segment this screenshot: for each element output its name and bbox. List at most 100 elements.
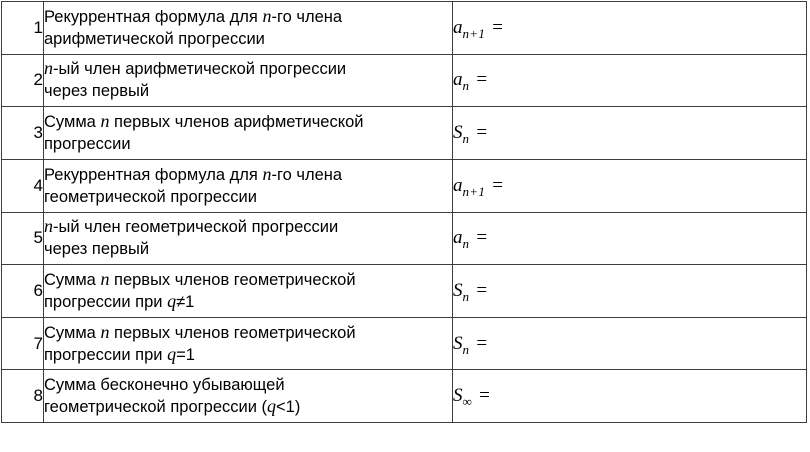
equals-sign: = xyxy=(476,332,488,354)
description-line: n-ый член арифметической прогрессии xyxy=(44,58,452,80)
math-variable: q xyxy=(167,343,177,364)
row-number: 1 xyxy=(1,1,44,55)
description-line: арифметической прогрессии xyxy=(45,28,452,50)
formula-subscript: n xyxy=(462,130,470,146)
formula-variable: S xyxy=(453,332,463,354)
table-row: 5 n-ый член геометрической прогрессии чере… xyxy=(1,211,807,266)
description-line: геометрической прогрессии xyxy=(44,186,452,208)
row-number: 4 xyxy=(1,158,44,213)
formula-cell: Sn = xyxy=(452,106,807,160)
formula-cell: S∞ = xyxy=(452,369,807,424)
formula-subscript: ∞ xyxy=(462,394,473,410)
description-line: Сумма n первых членов геометрической xyxy=(44,321,452,344)
row-number: 8 xyxy=(1,369,44,424)
description-line: прогрессии при q=1 xyxy=(44,343,452,366)
text-segment: геометрической прогрессии ( xyxy=(44,398,268,417)
table-row: 4 Рекуррентная формула для n-го члена геом… xyxy=(1,158,807,213)
text-segment: первых членов геометрической xyxy=(109,271,356,290)
row-number: 6 xyxy=(1,264,44,318)
formula-variable: a xyxy=(453,227,463,249)
text-segment: ≠1 xyxy=(176,293,195,312)
math-variable: n xyxy=(44,58,54,79)
text-segment: Сумма xyxy=(44,113,101,132)
equals-sign: = xyxy=(476,69,488,91)
math-variable: q xyxy=(167,291,177,312)
math-variable: n xyxy=(262,163,272,184)
description-line: прогрессии при q≠1 xyxy=(44,291,452,313)
description-line: Сумма n первых членов арифметической xyxy=(44,111,452,133)
formula-subscript: n xyxy=(462,78,470,94)
description-line: Рекуррентная формула для n-го члена xyxy=(44,5,452,28)
description-line: прогрессии xyxy=(44,133,452,155)
text-segment: прогрессии при xyxy=(44,345,168,364)
formula-subscript: n xyxy=(462,288,470,304)
formula-cell: an = xyxy=(452,211,807,266)
equals-sign: = xyxy=(476,122,488,144)
table-row: 1 Рекуррентная формула для n-го члена ариф… xyxy=(1,1,807,55)
description-line: n-ый член геометрической прогрессии xyxy=(44,216,452,238)
row-number: 3 xyxy=(1,106,44,160)
math-variable: q xyxy=(267,396,277,417)
row-number: 7 xyxy=(1,316,44,371)
formula-cell: an+1 = xyxy=(452,1,807,55)
table-row: 8 Сумма бесконечно убывающей геометрическо… xyxy=(1,369,807,424)
math-variable: n xyxy=(262,5,272,26)
description-cell: Сумма n первых членов арифметической прог… xyxy=(43,106,453,160)
equals-sign: = xyxy=(492,16,503,38)
row-number: 5 xyxy=(1,211,44,266)
text-segment: -го члена xyxy=(271,165,343,184)
text-segment: <1) xyxy=(276,398,301,417)
text-segment: Сумма xyxy=(44,271,101,290)
formula-subscript: n xyxy=(462,341,470,357)
formula-variable: S xyxy=(453,280,463,302)
text-segment: первых членов арифметической xyxy=(109,113,364,132)
text-segment: -ый член арифметической прогрессии xyxy=(53,60,347,79)
text-segment: -ый член геометрической прогрессии xyxy=(53,218,339,237)
text-segment: Рекуррентная формула для xyxy=(44,7,263,26)
formula-cell: Sn = xyxy=(452,316,807,371)
formula-cell: an+1 = xyxy=(452,158,807,213)
equals-sign: = xyxy=(476,280,488,302)
text-segment: первых членов геометрической xyxy=(109,323,356,342)
text-segment: Сумма xyxy=(44,323,101,342)
text-segment: через первый xyxy=(44,240,150,259)
math-variable: n xyxy=(100,269,110,290)
table-row: 2 n-ый член арифметической прогрессии чере… xyxy=(1,53,807,108)
progression-formulas-table: 1 Рекуррентная формула для n-го члена ариф… xyxy=(1,1,807,424)
equals-sign: = xyxy=(476,227,488,249)
table-row: 7 Сумма n первых членов геометрической про… xyxy=(1,316,807,371)
formula-subscript: n+1 xyxy=(462,183,486,199)
row-number: 2 xyxy=(1,53,44,108)
formula-subscript: n xyxy=(462,236,470,252)
math-variable: n xyxy=(100,321,110,342)
description-cell: Рекуррентная формула для n-го члена геоме… xyxy=(43,158,453,213)
formula-variable: S xyxy=(453,122,463,144)
formula-variable: S xyxy=(453,385,463,407)
formula-variable: a xyxy=(453,69,463,91)
text-segment: Рекуррентная формула для xyxy=(44,165,263,184)
equals-sign: = xyxy=(492,174,503,196)
equals-sign: = xyxy=(479,385,490,407)
description-line: через первый xyxy=(44,238,452,260)
description-line: Рекуррентная формула для n-го члена xyxy=(44,163,452,186)
description-line: геометрической прогрессии (q<1) xyxy=(44,396,452,418)
text-segment: Сумма бесконечно убывающей xyxy=(44,376,285,395)
text-segment: =1 xyxy=(176,345,195,364)
text-segment: прогрессии при xyxy=(44,293,168,312)
formula-cell: an = xyxy=(452,53,807,108)
formula-subscript: n+1 xyxy=(462,25,486,41)
description-cell: Сумма бесконечно убывающей геометрической… xyxy=(43,369,453,424)
text-segment: прогрессии xyxy=(44,135,131,154)
description-line: через первый xyxy=(44,80,452,102)
math-variable: n xyxy=(44,216,54,237)
formula-variable: a xyxy=(453,174,463,196)
description-cell: Сумма n первых членов геометрической прог… xyxy=(43,264,453,318)
table-row: 6 Сумма n первых членов геометрической про… xyxy=(1,264,807,318)
formula-cell: Sn = xyxy=(452,264,807,318)
text-segment: геометрической прогрессии xyxy=(44,187,257,206)
formula-table-body: 1 Рекуррентная формула для n-го члена ариф… xyxy=(1,1,807,424)
description-cell: n-ый член арифметической прогрессии через… xyxy=(43,53,453,108)
formula-variable: a xyxy=(453,16,463,38)
text-segment: через первый xyxy=(44,82,150,101)
text-segment: -го члена xyxy=(271,7,343,26)
